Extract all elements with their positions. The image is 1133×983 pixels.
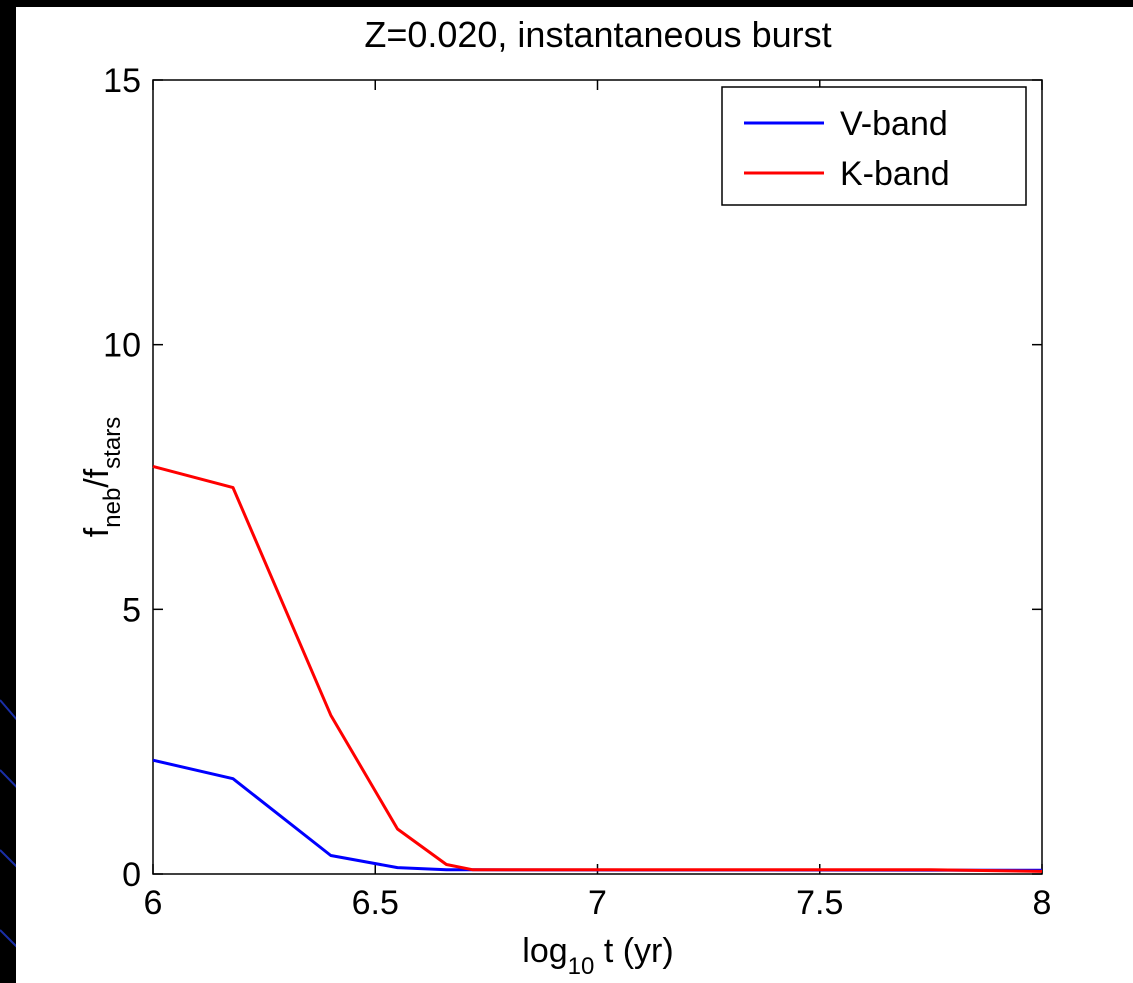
series-line-v-band	[152, 758, 1043, 872]
x-axis-label: log10 t (yr)	[522, 932, 673, 980]
legend-box	[721, 86, 1027, 206]
series-layer	[152, 464, 1043, 873]
x-tick-label: 8	[1033, 884, 1052, 922]
y-tick-label: 15	[103, 62, 141, 100]
y-tick-label: 5	[122, 591, 141, 629]
y-axis-label: fneb/fstars	[78, 417, 126, 537]
x-tick-label: 6.5	[352, 884, 399, 922]
y-axis-ticks: 0 5 10 15	[103, 62, 1042, 894]
line-chart: Z=0.020, instantaneous burst 6 6.5 7 7.5 8 0…	[78, 14, 1052, 980]
legend-label-v-band: V-band	[840, 105, 948, 143]
x-axis-ticks: 6 6.5 7 7.5 8	[144, 80, 1052, 922]
x-tick-label: 7	[588, 884, 607, 922]
y-tick-label: 0	[122, 856, 141, 894]
x-tick-label: 6	[144, 884, 163, 922]
series-line-k-band	[152, 464, 1043, 873]
y-tick-label: 10	[103, 327, 141, 365]
x-tick-label: 7.5	[796, 884, 843, 922]
legend-label-k-band: K-band	[840, 155, 950, 193]
figure-panel: Z=0.020, instantaneous burst 6 6.5 7 7.5 8 0…	[16, 7, 1133, 983]
chart-title: Z=0.020, instantaneous burst	[364, 14, 831, 55]
legend: V-band K-band	[721, 86, 1027, 206]
